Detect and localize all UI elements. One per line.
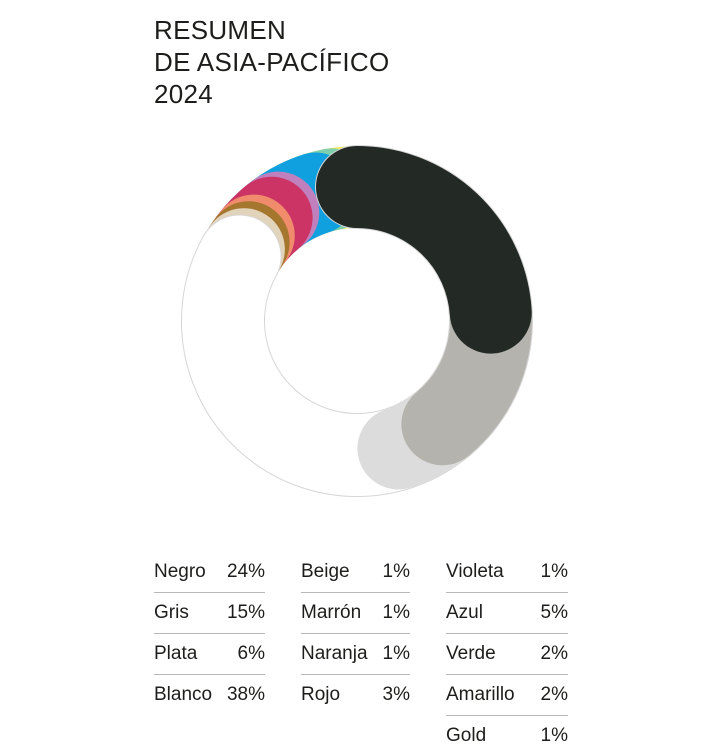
legend-value: 6%	[237, 643, 265, 664]
donut-slice-negro	[316, 146, 532, 354]
legend-label: Verde	[446, 643, 496, 664]
legend-label: Gold	[446, 725, 487, 746]
legend-label: Naranja	[301, 643, 368, 664]
legend-value: 1%	[382, 561, 410, 582]
legend-value: 2%	[540, 643, 568, 664]
legend-value: 1%	[382, 643, 410, 664]
legend-item-blanco: Blanco 38%	[154, 675, 265, 715]
chart-title: RESUMEN DE ASIA-PACÍFICO 2024	[154, 14, 389, 110]
legend-value: 1%	[540, 561, 568, 582]
legend-item-gris: Gris 15%	[154, 593, 265, 634]
legend-value: 15%	[226, 602, 265, 623]
legend-label: Plata	[154, 643, 198, 664]
legend-item-plata: Plata 6%	[154, 634, 265, 675]
legend-label: Gris	[154, 602, 189, 623]
legend-value: 2%	[540, 684, 568, 705]
legend-column-2: Beige 1% Marrón 1% Naranja 1% Rojo 3%	[301, 552, 410, 715]
legend-value: 3%	[382, 684, 410, 705]
legend-label: Azul	[446, 602, 483, 623]
legend-label: Violeta	[446, 561, 504, 582]
chart-title-line-1: RESUMEN	[154, 15, 287, 45]
legend-item-marron: Marrón 1%	[301, 593, 410, 634]
legend-item-verde: Verde 2%	[446, 634, 568, 675]
legend-item-gold: Gold 1%	[446, 716, 568, 756]
legend-item-rojo: Rojo 3%	[301, 675, 410, 715]
legend-label: Amarillo	[446, 684, 515, 705]
legend-value: 5%	[540, 602, 568, 623]
legend-value: 1%	[540, 725, 568, 746]
legend-label: Marrón	[301, 602, 362, 623]
chart-title-line-2: DE ASIA-PACÍFICO	[154, 47, 390, 77]
chart-title-line-3: 2024	[154, 79, 214, 109]
legend-value: 38%	[226, 684, 265, 705]
legend-item-azul: Azul 5%	[446, 593, 568, 634]
legend-item-violeta: Violeta 1%	[446, 552, 568, 593]
legend-item-naranja: Naranja 1%	[301, 634, 410, 675]
legend-column-3: Violeta 1% Azul 5% Verde 2% Amarillo 2% Gold 1%	[446, 552, 568, 756]
legend-value: 1%	[382, 602, 410, 623]
legend-item-negro: Negro 24%	[154, 552, 265, 593]
legend-label: Rojo	[301, 684, 341, 705]
legend-item-amarillo: Amarillo 2%	[446, 675, 568, 716]
legend-item-beige: Beige 1%	[301, 552, 410, 593]
legend-label: Beige	[301, 561, 350, 582]
legend-value: 24%	[226, 561, 265, 582]
legend-label: Blanco	[154, 684, 213, 705]
legend-label: Negro	[154, 561, 206, 582]
legend-column-1: Negro 24% Gris 15% Plata 6% Blanco 38%	[154, 552, 265, 715]
